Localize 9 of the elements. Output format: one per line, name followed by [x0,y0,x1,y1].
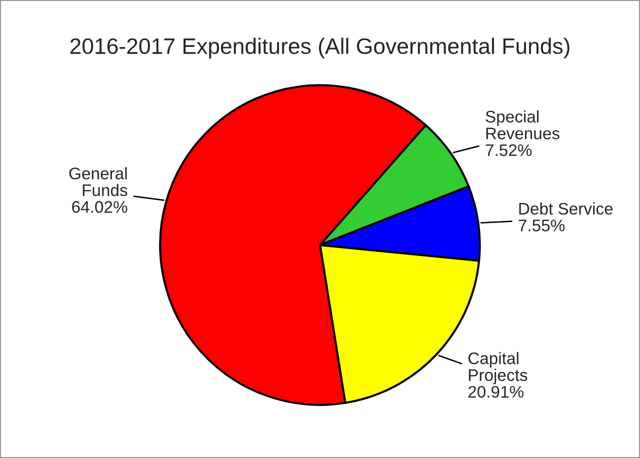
slice-label: Special Revenues [486,110,560,140]
slice-label: Debt Service [519,202,613,215]
slice-label: Capital Projects [468,352,528,384]
chart-title: 2016-2017 Expenditures (All Governmental Funds) [70,38,570,58]
data-label: 7.55% [518,220,565,232]
slice-label: General Funds [69,167,128,196]
data-label: 20.91% [468,386,524,398]
data-label: 64.02% [72,201,128,213]
data-label: 7.52% [486,144,532,156]
